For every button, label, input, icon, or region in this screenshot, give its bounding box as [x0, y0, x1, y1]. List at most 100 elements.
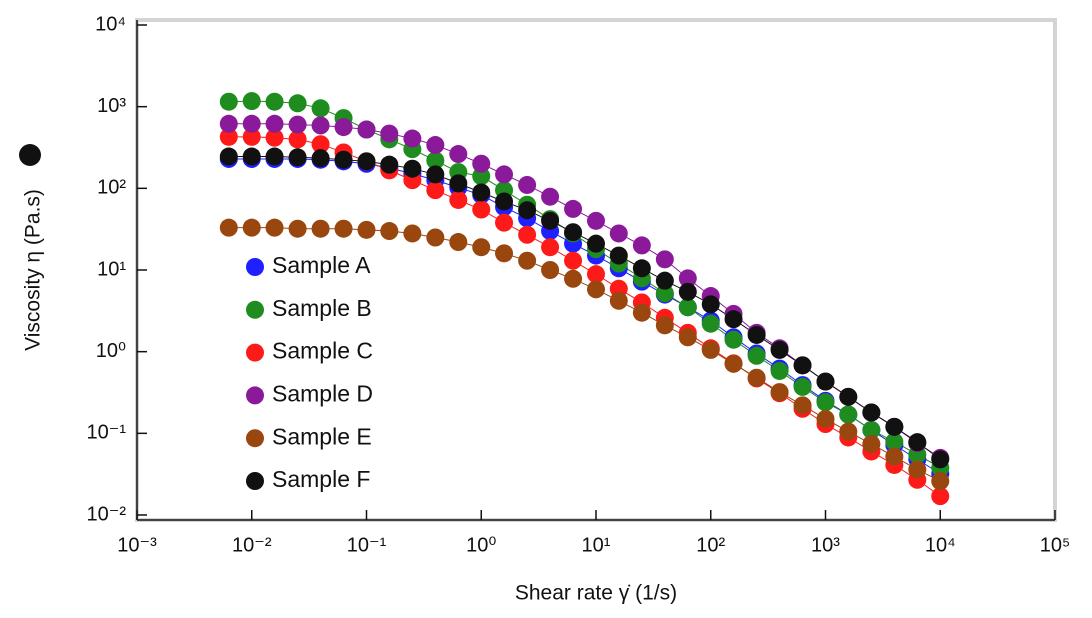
data-point — [449, 190, 468, 209]
data-point — [564, 269, 583, 288]
data-point — [426, 151, 445, 170]
data-point — [632, 259, 651, 278]
legend-label: Sample F — [272, 466, 370, 492]
data-point — [219, 114, 238, 133]
legend-label: Sample D — [272, 380, 373, 406]
data-point — [495, 192, 514, 211]
y-tick-label: 10⁴ — [95, 13, 126, 35]
data-point — [655, 271, 674, 290]
legend-label: Sample E — [272, 423, 372, 449]
data-point — [793, 396, 812, 415]
data-point — [380, 124, 399, 143]
data-point — [655, 284, 674, 303]
y-tick-label: 10³ — [97, 95, 126, 117]
data-point — [518, 225, 537, 244]
x-tick-label: 10² — [696, 534, 725, 556]
data-point — [403, 159, 422, 178]
data-point — [288, 94, 307, 113]
data-point — [609, 224, 628, 243]
data-point — [701, 340, 720, 359]
data-point — [472, 154, 491, 173]
data-point — [541, 261, 560, 279]
data-point — [747, 368, 766, 387]
data-point — [931, 450, 950, 469]
data-point — [311, 99, 330, 118]
data-point — [426, 228, 445, 247]
data-point — [908, 460, 927, 479]
data-point — [541, 238, 560, 257]
data-point — [816, 393, 835, 412]
x-tick-label: 10⁵ — [1040, 534, 1071, 556]
legend-marker — [246, 472, 264, 490]
data-point — [839, 405, 858, 424]
x-tick-label: 10¹ — [582, 534, 611, 556]
data-point — [472, 167, 491, 186]
data-point — [403, 224, 422, 243]
data-point — [449, 145, 468, 164]
legend-marker — [246, 429, 264, 448]
x-tick-label: 10⁻² — [232, 534, 272, 556]
legend-label: Sample C — [272, 338, 373, 364]
data-point — [587, 280, 605, 299]
data-point — [311, 116, 330, 135]
data-point — [587, 265, 605, 284]
data-point — [678, 269, 697, 288]
legend-marker — [246, 343, 264, 362]
data-point — [311, 219, 330, 238]
data-point — [862, 420, 881, 439]
data-point — [242, 147, 261, 166]
data-point — [541, 211, 560, 230]
data-point — [472, 200, 491, 219]
data-point — [288, 219, 307, 238]
data-point — [839, 422, 858, 441]
data-point — [334, 150, 353, 169]
data-point — [816, 372, 835, 391]
data-point — [242, 114, 261, 133]
data-point — [908, 433, 927, 452]
data-point — [265, 218, 284, 237]
data-point — [747, 325, 766, 344]
legend-marker — [246, 258, 264, 276]
data-point — [541, 187, 560, 206]
data-point — [242, 92, 261, 111]
data-point — [242, 218, 261, 237]
data-point — [678, 282, 697, 301]
data-point — [426, 165, 445, 184]
x-tick-label: 10⁻³ — [117, 534, 157, 556]
data-point — [587, 234, 605, 253]
data-point — [862, 403, 881, 422]
data-point — [609, 291, 628, 310]
data-point — [632, 236, 651, 255]
y-axis-label: Viscosity η (Pa.s) — [22, 189, 45, 351]
data-point — [357, 152, 376, 171]
data-point — [495, 244, 514, 263]
data-point — [495, 213, 514, 232]
data-point — [311, 135, 330, 154]
data-point — [862, 435, 881, 454]
data-point — [357, 220, 376, 239]
y-tick-label: 10⁻² — [87, 503, 127, 525]
data-point — [380, 222, 399, 241]
data-point — [701, 295, 720, 314]
data-point — [885, 432, 904, 451]
data-point — [701, 314, 720, 333]
data-point — [265, 92, 284, 111]
data-point — [357, 120, 376, 139]
x-tick-label: 10⁴ — [925, 534, 956, 556]
data-point — [288, 115, 307, 134]
data-point — [426, 136, 445, 155]
data-point — [931, 472, 950, 491]
data-point — [426, 181, 445, 200]
data-point — [564, 199, 583, 218]
data-point — [564, 223, 583, 242]
data-point — [770, 383, 789, 402]
data-point — [724, 330, 743, 349]
data-point — [678, 328, 697, 347]
data-point — [288, 130, 307, 149]
data-point — [219, 127, 238, 146]
data-point — [472, 183, 491, 202]
data-point — [403, 129, 422, 148]
data-point — [770, 361, 789, 380]
data-point — [793, 377, 812, 396]
